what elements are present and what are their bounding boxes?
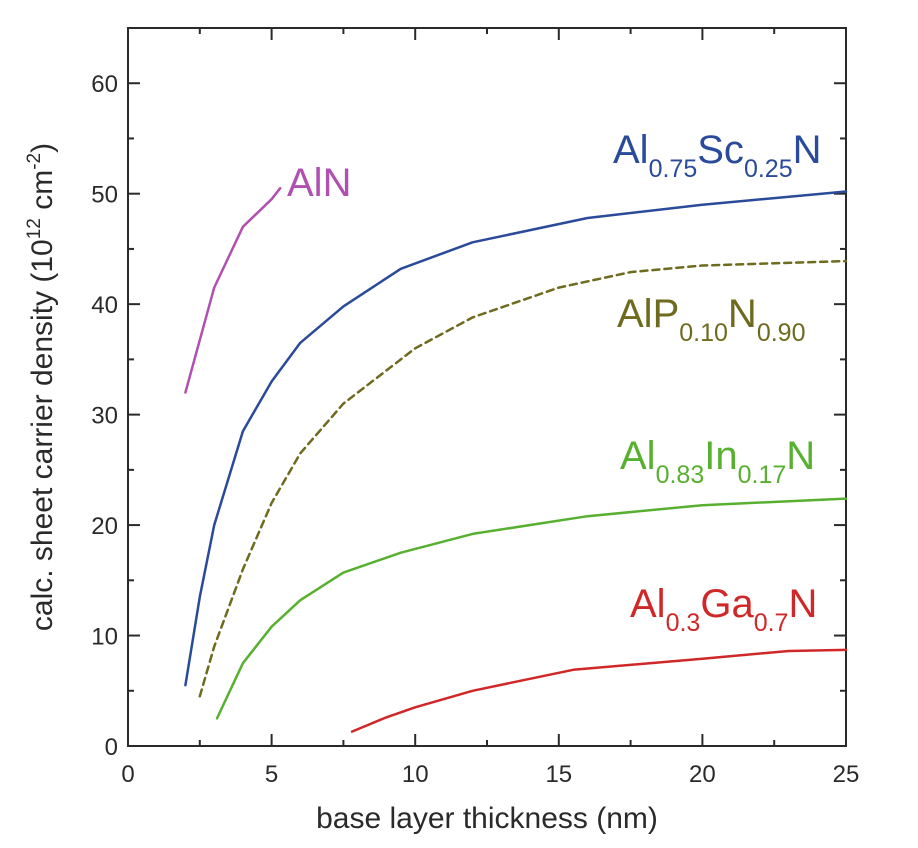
tick-labels: 0 5 10 15 20 25 0 10 20 30 40 50 60 bbox=[91, 71, 859, 788]
y-axis-title-exponent: 12 bbox=[24, 218, 45, 239]
x-tick-label-10: 10 bbox=[402, 761, 429, 788]
y-axis-title: calc. sheet carrier density (1012 cm-2) bbox=[24, 143, 59, 631]
series-label-text: AlN bbox=[287, 161, 351, 205]
series-label-text: N bbox=[788, 582, 817, 626]
series-label-text: Al bbox=[630, 582, 666, 626]
series-label-text: Sc bbox=[697, 128, 744, 172]
series-label-1: Al0.75Sc0.25N bbox=[613, 128, 822, 183]
series-line-1 bbox=[184, 190, 848, 687]
x-tick-label-5: 5 bbox=[265, 761, 278, 788]
y-axis-title-close: ) bbox=[26, 143, 59, 153]
y-tick-label-60: 60 bbox=[91, 71, 118, 98]
series-label-subscript: 0.83 bbox=[656, 461, 705, 489]
y-tick-label-40: 40 bbox=[91, 292, 118, 319]
x-tick-label-0: 0 bbox=[121, 761, 134, 788]
series-label-text: N bbox=[728, 292, 757, 336]
axis-ticks bbox=[127, 28, 847, 747]
series-label-text: In bbox=[704, 434, 737, 478]
series-label-subscript: 0.7 bbox=[754, 609, 789, 637]
x-tick-label-15: 15 bbox=[545, 761, 572, 788]
series-line-4 bbox=[350, 648, 848, 733]
series-label-text: Al bbox=[620, 434, 656, 478]
x-tick-label-20: 20 bbox=[689, 761, 716, 788]
series-label-subscript: 0.3 bbox=[666, 609, 701, 637]
series-label-3: Al0.83In0.17N bbox=[620, 434, 815, 489]
x-tick-label-25: 25 bbox=[833, 761, 860, 788]
series-line-3 bbox=[215, 497, 848, 720]
series-lines bbox=[184, 186, 848, 733]
series-label-text: Al bbox=[613, 128, 649, 172]
series-label-text: N bbox=[786, 434, 815, 478]
x-axis-title: base layer thickness (nm) bbox=[316, 802, 658, 835]
y-axis-title-unit-exponent: -2 bbox=[24, 153, 45, 170]
series-label-0: AlN bbox=[287, 161, 351, 205]
y-axis-title-unit: cm bbox=[26, 170, 59, 218]
series-label-text: AlP bbox=[617, 292, 679, 336]
y-tick-label-10: 10 bbox=[91, 624, 118, 651]
y-tick-label-50: 50 bbox=[91, 182, 118, 209]
y-tick-label-30: 30 bbox=[91, 403, 118, 430]
y-tick-label-0: 0 bbox=[105, 734, 118, 761]
series-label-2: AlP0.10N0.90 bbox=[617, 292, 805, 347]
series-label-subscript: 0.17 bbox=[738, 461, 787, 489]
series-label-text: Ga bbox=[700, 582, 754, 626]
series-label-text: N bbox=[793, 128, 822, 172]
y-tick-label-20: 20 bbox=[91, 513, 118, 540]
series-labels: AlNAl0.75Sc0.25NAlP0.10N0.90Al0.83In0.17… bbox=[287, 128, 822, 637]
series-line-0 bbox=[184, 186, 282, 394]
series-label-subscript: 0.25 bbox=[744, 155, 793, 183]
series-label-subscript: 0.10 bbox=[679, 319, 728, 347]
series-label-subscript: 0.75 bbox=[649, 155, 698, 183]
y-axis-title-main: calc. sheet carrier density (10 bbox=[26, 239, 59, 631]
series-line-2 bbox=[198, 259, 848, 698]
series-label-subscript: 0.90 bbox=[757, 319, 806, 347]
series-label-4: Al0.3Ga0.7N bbox=[630, 582, 817, 637]
